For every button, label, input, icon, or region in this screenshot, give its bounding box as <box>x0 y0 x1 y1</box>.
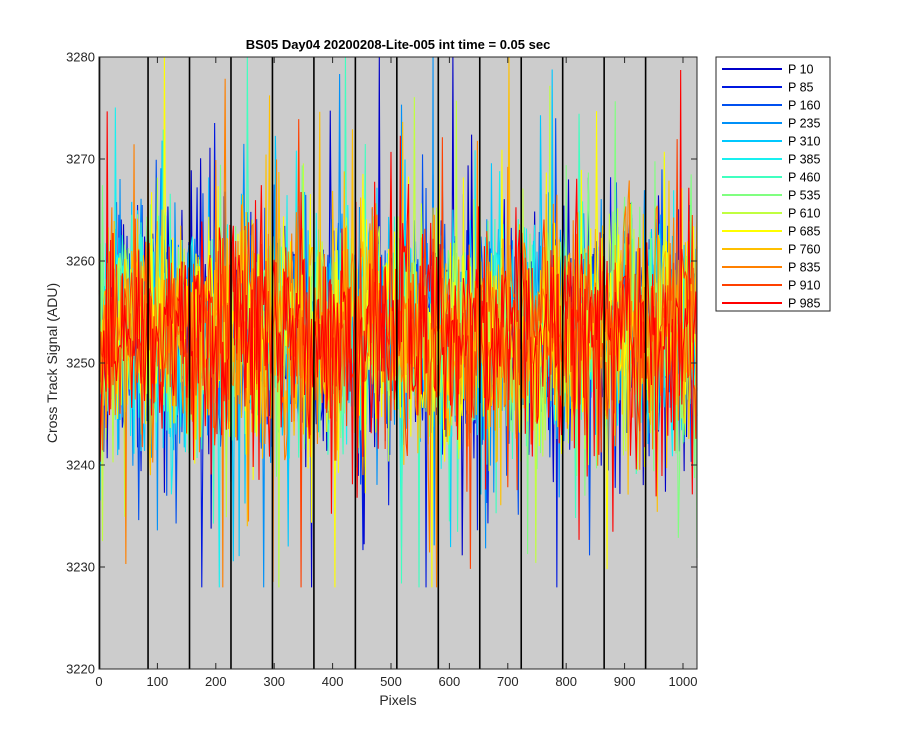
series-layer <box>98 56 698 588</box>
legend-label: P 460 <box>788 171 820 185</box>
legend-label: P 85 <box>788 81 814 95</box>
series-line <box>98 70 698 540</box>
legend-label: P 610 <box>788 207 820 221</box>
x-tick-label: 600 <box>439 674 461 689</box>
plot-area <box>98 56 698 670</box>
x-tick-label: 900 <box>614 674 636 689</box>
legend-label: P 10 <box>788 63 814 77</box>
legend-box <box>715 56 831 312</box>
x-tick-label: 700 <box>497 674 519 689</box>
y-tick-label: 3240 <box>66 458 95 473</box>
y-tick-label: 3220 <box>66 662 95 677</box>
legend-label: P 685 <box>788 225 820 239</box>
legend-label: P 160 <box>788 99 820 113</box>
x-tick-label: 300 <box>263 674 285 689</box>
x-ticks: 0 100 200 300 400 500 600 700 800 900 1000 <box>95 57 697 689</box>
legend-label: P 760 <box>788 243 820 257</box>
y-tick-label: 3280 <box>66 50 95 65</box>
legend-label: P 835 <box>788 261 820 275</box>
x-tick-label: 500 <box>380 674 402 689</box>
x-axis-label: Pixels <box>379 692 416 708</box>
y-tick-label: 3230 <box>66 560 95 575</box>
x-tick-label: 100 <box>147 674 169 689</box>
x-tick-label: 1000 <box>669 674 698 689</box>
x-tick-label: 0 <box>95 674 102 689</box>
legend-label: P 985 <box>788 297 820 311</box>
y-axis-label: Cross Track Signal (ADU) <box>44 283 60 443</box>
legend-label: P 535 <box>788 189 820 203</box>
legend: P 10 P 85 P 160 P 235 P 310 P 385 P 460 P 535 P … <box>715 56 831 312</box>
chart-title: BS05 Day04 20200208-Lite-005 int time = … <box>246 37 551 52</box>
y-tick-label: 3250 <box>66 356 95 371</box>
y-tick-label: 3270 <box>66 152 95 167</box>
legend-entries: P 10 P 85 P 160 P 235 P 310 P 385 P 460 P 535 P … <box>722 63 820 311</box>
y-ticks: 3220 3230 3240 3250 3260 3270 3280 <box>66 50 697 677</box>
x-tick-label: 800 <box>555 674 577 689</box>
legend-label: P 310 <box>788 135 820 149</box>
y-tick-label: 3260 <box>66 254 95 269</box>
x-tick-label: 200 <box>205 674 227 689</box>
legend-label: P 910 <box>788 279 820 293</box>
legend-label: P 235 <box>788 117 820 131</box>
legend-label: P 385 <box>788 153 820 167</box>
x-tick-label: 400 <box>322 674 344 689</box>
